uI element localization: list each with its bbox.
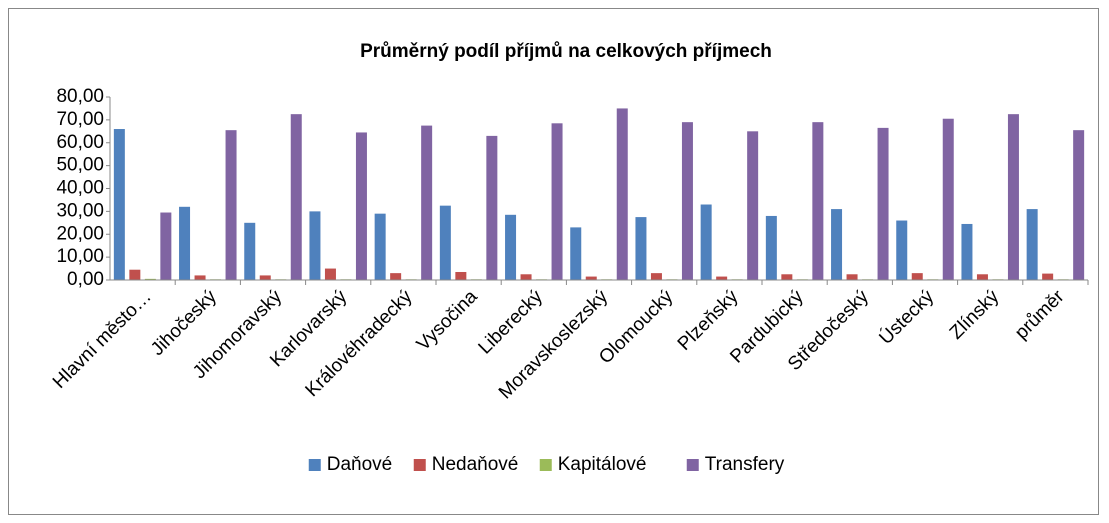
bar bbox=[765, 215, 777, 280]
bar bbox=[716, 276, 728, 280]
bar bbox=[486, 135, 498, 280]
y-tick-label: 80,00 bbox=[56, 86, 104, 107]
bar bbox=[309, 211, 321, 280]
bar bbox=[1007, 114, 1019, 280]
bar bbox=[194, 275, 206, 280]
legend-label: Transfery bbox=[705, 454, 785, 475]
bar bbox=[439, 205, 451, 280]
bar bbox=[896, 220, 908, 280]
legend-label: Nedaňové bbox=[432, 454, 519, 475]
bar bbox=[505, 214, 517, 280]
bar bbox=[961, 223, 973, 280]
bar bbox=[1026, 209, 1038, 280]
bar bbox=[455, 271, 467, 280]
bar bbox=[976, 274, 988, 280]
legend-swatch bbox=[308, 459, 321, 471]
legend-swatch bbox=[539, 459, 552, 471]
legend-swatch bbox=[413, 459, 426, 471]
y-tick-label: 10,00 bbox=[56, 246, 104, 267]
bar bbox=[877, 127, 889, 280]
bar bbox=[520, 274, 532, 280]
y-tick-label: 30,00 bbox=[56, 200, 104, 221]
bar bbox=[700, 204, 712, 280]
bar bbox=[616, 108, 628, 280]
bar bbox=[244, 222, 256, 280]
bar bbox=[551, 123, 563, 281]
bar bbox=[290, 114, 302, 280]
bar bbox=[129, 269, 141, 280]
bar bbox=[812, 122, 824, 280]
y-tick-label: 20,00 bbox=[56, 223, 104, 244]
bar bbox=[831, 209, 843, 280]
legend-label: Kapitálové bbox=[558, 454, 647, 475]
bar bbox=[911, 273, 923, 280]
bar bbox=[781, 274, 793, 280]
bar bbox=[113, 129, 125, 280]
bar bbox=[324, 268, 336, 280]
bar bbox=[635, 217, 647, 280]
y-tick-label: 60,00 bbox=[56, 132, 104, 153]
bar bbox=[1073, 130, 1085, 280]
bar bbox=[390, 273, 402, 280]
bar bbox=[144, 278, 156, 280]
bar bbox=[421, 125, 433, 280]
y-tick-label: 50,00 bbox=[56, 155, 104, 176]
bar bbox=[355, 132, 367, 280]
bar bbox=[374, 213, 386, 280]
chart-title: Průměrný podíl příjmů na celkových příjm… bbox=[360, 41, 772, 62]
bar bbox=[681, 122, 693, 280]
y-tick-label: 70,00 bbox=[56, 109, 104, 130]
bar bbox=[846, 274, 858, 280]
legend-label: Daňové bbox=[327, 454, 393, 475]
bar bbox=[1042, 273, 1054, 280]
bar bbox=[650, 273, 662, 280]
y-tick-label: 40,00 bbox=[56, 178, 104, 199]
bar bbox=[585, 276, 597, 280]
bar bbox=[747, 131, 759, 280]
legend-swatch bbox=[686, 459, 699, 471]
bar bbox=[259, 275, 271, 280]
y-tick-label: 0,00 bbox=[67, 269, 104, 290]
bar bbox=[225, 130, 237, 280]
bar bbox=[179, 206, 191, 280]
bar bbox=[570, 227, 582, 280]
bar bbox=[160, 212, 172, 280]
bar bbox=[942, 118, 954, 280]
